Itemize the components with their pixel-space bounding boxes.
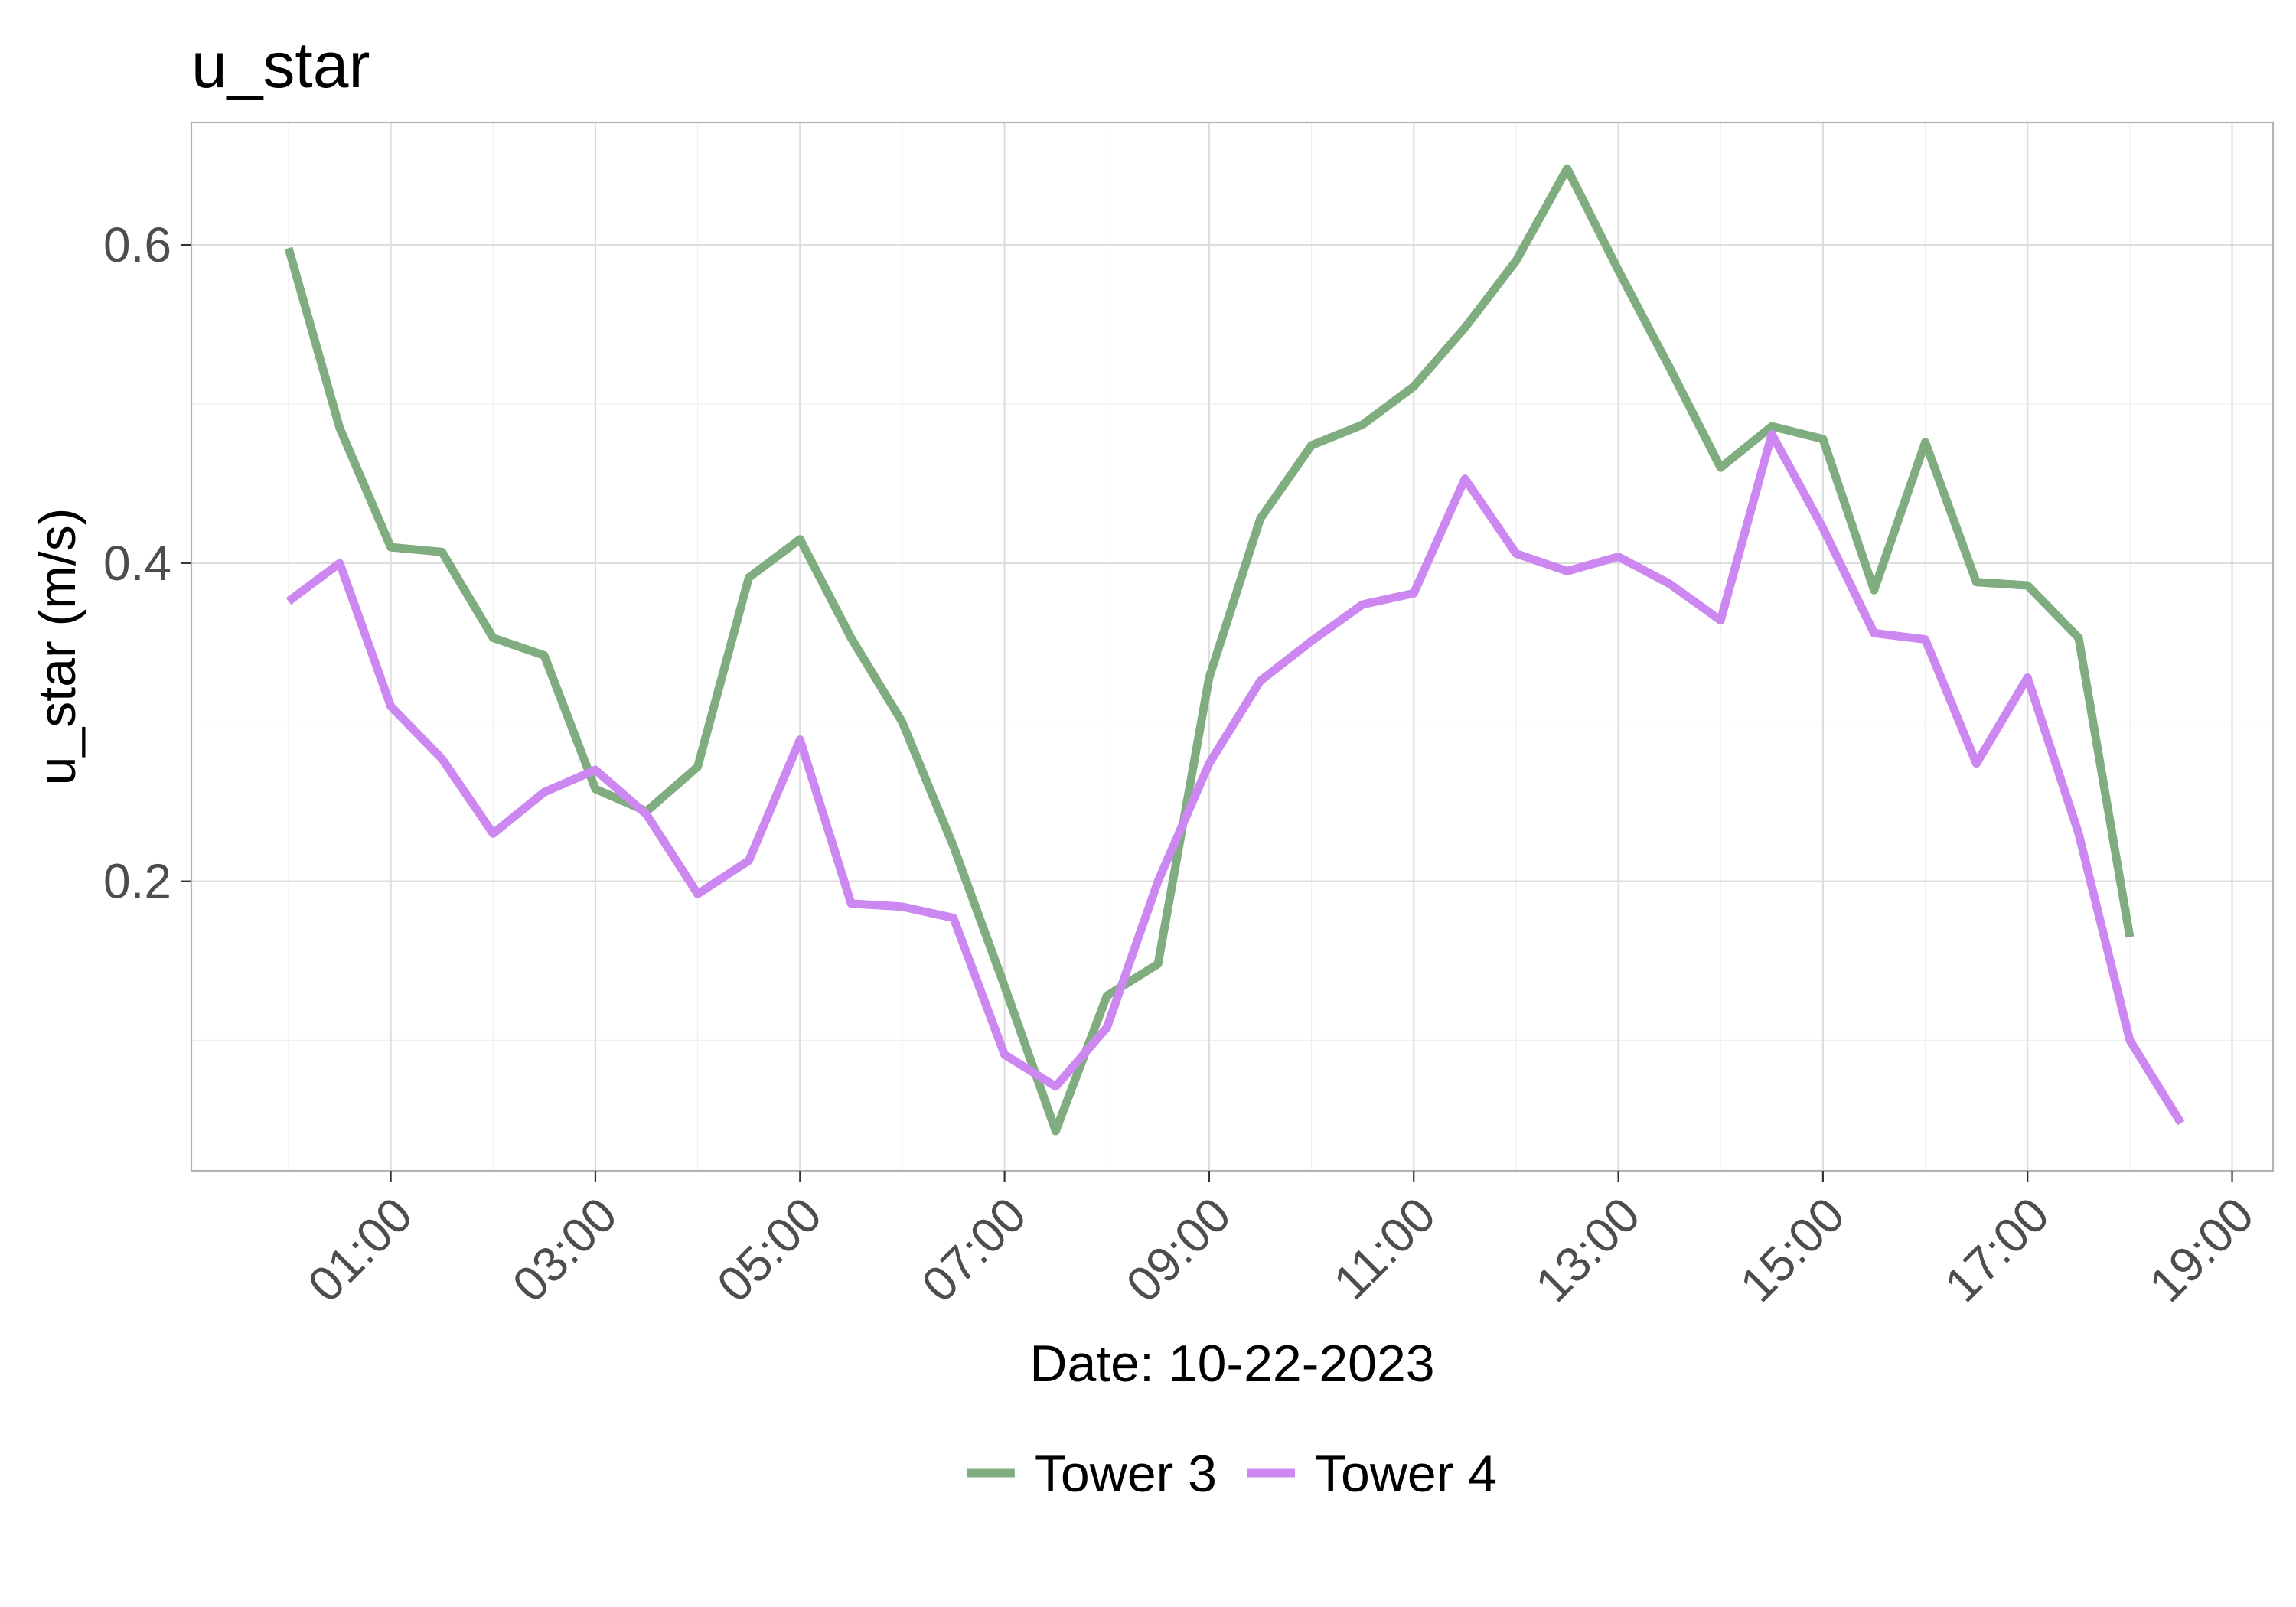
series-line-tower-3 bbox=[284, 164, 2135, 1136]
x-tick-label: 09:00 bbox=[1116, 1187, 1241, 1312]
x-tick-label: 13:00 bbox=[1525, 1187, 1650, 1312]
plot-panel-border bbox=[190, 121, 2275, 1172]
major-gridlines bbox=[191, 122, 2273, 1171]
x-axis-ticks: 01:00 03:00 05:00 07:00 09:00 11:00 13:00 15:00… bbox=[297, 1171, 2264, 1312]
series-layer bbox=[284, 164, 2185, 1136]
x-tick-label: 15:00 bbox=[1730, 1187, 1855, 1312]
x-tick-label: 19:00 bbox=[2138, 1187, 2264, 1312]
minor-gridlines bbox=[191, 122, 2273, 1171]
legend-label: Tower 3 bbox=[1035, 1445, 1217, 1503]
x-tick-label: 11:00 bbox=[1322, 1187, 1446, 1310]
y-tick-label: 0.2 bbox=[103, 854, 171, 909]
y-tick-label: 0.6 bbox=[103, 217, 171, 272]
chart-title: u_star bbox=[191, 29, 370, 101]
x-tick-label: 03:00 bbox=[502, 1187, 628, 1312]
y-tick-label: 0.4 bbox=[103, 536, 171, 591]
x-tick-label: 17:00 bbox=[1934, 1187, 2060, 1312]
y-axis-title: u_star (m/s) bbox=[28, 508, 86, 786]
legend: Tower 3 Tower 4 bbox=[967, 1445, 1497, 1503]
x-tick-label: 07:00 bbox=[911, 1187, 1036, 1312]
series-line-tower-4 bbox=[285, 430, 2185, 1126]
legend-label: Tower 4 bbox=[1315, 1445, 1497, 1503]
y-axis-ticks: 0.2 0.4 0.6 bbox=[103, 217, 191, 909]
x-tick-label: 01:00 bbox=[297, 1187, 422, 1312]
x-tick-label: 05:00 bbox=[706, 1187, 832, 1312]
x-axis-title: Date: 10-22-2023 bbox=[1029, 1335, 1434, 1393]
